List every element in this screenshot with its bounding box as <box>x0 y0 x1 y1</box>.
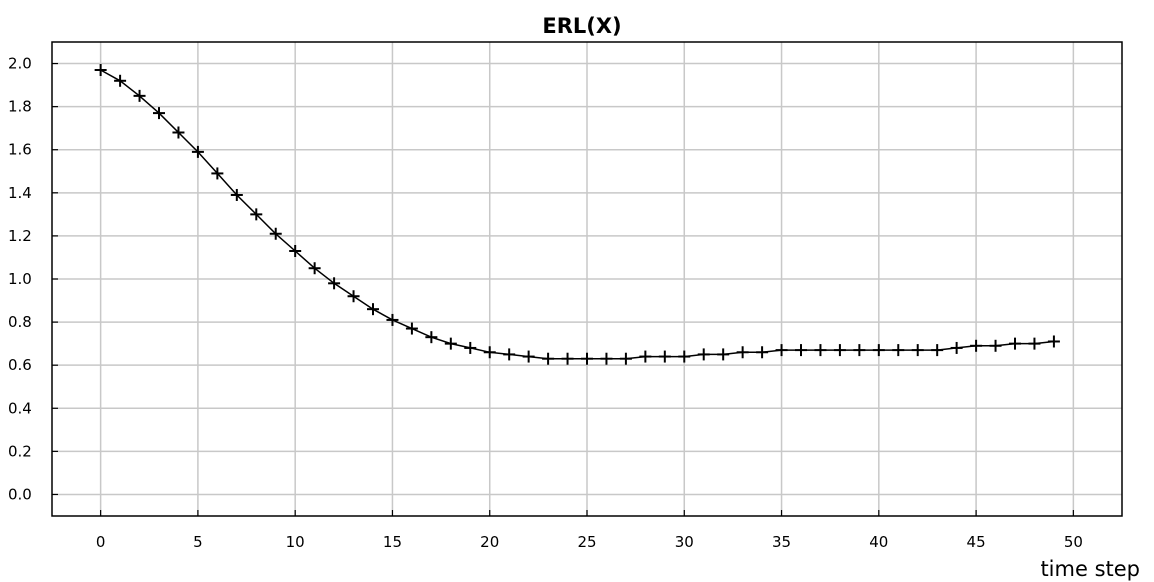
data-point-marker <box>619 352 632 365</box>
data-point-marker <box>1028 337 1041 350</box>
x-tick-label: 0 <box>96 533 106 551</box>
y-tick-label: 0.6 <box>8 356 32 374</box>
data-point-marker <box>678 350 691 363</box>
data-point-marker <box>1047 335 1060 348</box>
data-point-marker <box>795 344 807 357</box>
x-tick-labels: 0 5 10 15 20 25 30 35 40 45 50 <box>96 533 1083 551</box>
data-point-marker <box>133 89 146 102</box>
data-point-marker <box>328 277 341 290</box>
data-point-marker <box>211 167 224 180</box>
data-point-marker <box>522 350 535 363</box>
data-point-marker <box>289 244 302 257</box>
grid-lines <box>52 42 1122 516</box>
y-tick-label: 0.4 <box>8 399 32 417</box>
data-point-marker <box>172 126 185 139</box>
data-point-marker <box>950 341 963 354</box>
x-axis-label: time step <box>1040 557 1140 581</box>
data-point-marker <box>94 64 107 77</box>
data-point-marker <box>717 348 730 361</box>
data-point-marker <box>775 344 788 357</box>
x-tick-label: 15 <box>383 533 402 551</box>
series-line <box>100 69 1054 360</box>
data-point-marker <box>639 350 652 363</box>
data-point-marker <box>250 208 263 221</box>
data-point-marker <box>1009 337 1021 350</box>
x-tick-label: 50 <box>1064 533 1083 551</box>
axis-ticks <box>52 62 1074 516</box>
data-point-marker <box>697 348 710 361</box>
y-tick-label: 1.8 <box>8 98 32 116</box>
plot-area-frame <box>51 41 1123 517</box>
data-point-marker <box>833 344 846 357</box>
data-point-marker <box>931 344 944 357</box>
data-point-marker <box>970 339 983 352</box>
data-point-marker <box>347 290 360 303</box>
data-point-marker <box>872 344 885 357</box>
data-point-marker <box>892 344 905 357</box>
y-tick-label: 1.6 <box>8 141 32 159</box>
y-tick-label: 0.0 <box>8 485 32 503</box>
data-point-marker <box>425 331 438 344</box>
data-point-marker <box>989 339 1002 352</box>
data-point-marker <box>814 344 827 357</box>
data-point-marker <box>308 262 321 275</box>
x-tick-label: 10 <box>286 533 305 551</box>
data-point-marker <box>561 352 574 365</box>
data-point-marker <box>114 74 127 87</box>
y-tick-label: 2.0 <box>8 55 32 73</box>
x-tick-label: 20 <box>480 533 499 551</box>
data-point-marker <box>581 352 593 365</box>
y-tick-label: 0.2 <box>8 442 32 460</box>
data-point-marker <box>153 107 165 120</box>
series-group <box>94 64 1060 365</box>
data-point-marker <box>658 350 671 363</box>
data-point-marker <box>756 346 769 359</box>
data-point-marker <box>736 346 749 359</box>
chart-title: ERL(X) <box>542 14 621 38</box>
y-tick-label: 1.4 <box>8 184 32 202</box>
data-point-marker <box>464 341 477 354</box>
data-point-marker <box>269 227 282 240</box>
data-point-marker <box>853 344 866 357</box>
data-point-marker <box>503 348 516 361</box>
y-tick-labels: 0.0 0.2 0.4 0.6 0.8 1.0 1.2 1.4 1.6 1.8 2.0 <box>8 55 32 504</box>
data-point-marker <box>367 303 379 316</box>
data-point-marker <box>405 322 418 335</box>
y-tick-label: 1.0 <box>8 270 32 288</box>
data-point-marker <box>386 313 399 326</box>
x-tick-label: 30 <box>675 533 694 551</box>
x-tick-label: 5 <box>193 533 203 551</box>
x-tick-label: 25 <box>577 533 596 551</box>
y-tick-label: 1.2 <box>8 227 32 245</box>
data-point-marker <box>444 337 457 350</box>
x-tick-label: 35 <box>772 533 791 551</box>
data-point-marker <box>483 346 496 359</box>
x-tick-label: 45 <box>967 533 986 551</box>
data-point-marker <box>600 352 613 365</box>
data-point-marker <box>542 352 555 365</box>
x-tick-label: 40 <box>869 533 888 551</box>
y-tick-label: 0.8 <box>8 313 32 331</box>
data-point-marker <box>911 344 924 357</box>
data-point-marker <box>230 188 243 201</box>
data-point-marker <box>191 145 204 158</box>
